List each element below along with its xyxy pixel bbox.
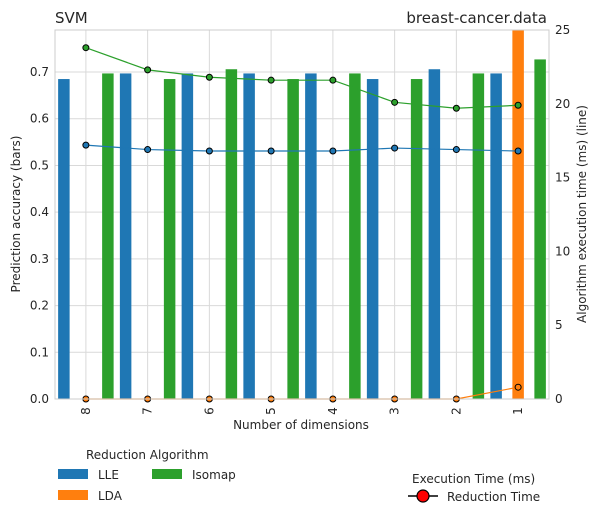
grid — [55, 30, 549, 400]
bar-lda — [512, 30, 524, 399]
legend-execution-time: Execution Time (ms) Reduction Time — [408, 472, 540, 504]
right-y-tick-label: 10 — [555, 244, 570, 258]
x-tick-label: 6 — [202, 407, 216, 415]
bar-lle — [366, 79, 379, 399]
point-lle — [82, 141, 90, 149]
point-lle — [391, 144, 399, 152]
x-tick-label: 4 — [326, 407, 340, 415]
point-isomap — [514, 101, 522, 109]
point-lle — [267, 147, 275, 155]
legend-label-lle: LLE — [98, 468, 119, 482]
left-y-tick-label: 0.5 — [30, 158, 49, 172]
point-isomap — [329, 76, 337, 84]
left-y-axis-label: Prediction accuracy (bars) — [9, 136, 23, 293]
bar-lle — [181, 73, 194, 399]
bar-lle — [58, 79, 70, 399]
legend-left-title: Reduction Algorithm — [86, 448, 209, 462]
legend-label-lda: LDA — [98, 489, 123, 503]
left-y-tick-label: 0.2 — [30, 299, 49, 313]
bar-isomap — [287, 79, 299, 399]
chart-title-left: SVM — [55, 9, 88, 27]
point-lda — [514, 383, 522, 391]
bars — [58, 30, 546, 400]
right-y-axis-label: Algorithm execution time (ms) (line) — [575, 105, 589, 323]
bar-lle — [305, 73, 317, 399]
left-y-tick-label: 0.1 — [30, 345, 49, 359]
x-tick-label: 5 — [264, 407, 278, 415]
right-y-tick-label: 15 — [555, 171, 570, 185]
bar-isomap — [349, 73, 361, 399]
point-isomap — [82, 44, 90, 52]
x-tick-label: 7 — [141, 407, 155, 415]
point-lle — [329, 147, 337, 155]
left-y-tick-label: 0.6 — [30, 112, 49, 126]
bar-isomap — [102, 73, 114, 399]
bar-lle — [119, 73, 132, 399]
bar-isomap — [225, 69, 238, 399]
x-tick-labels: 8 7 6 5 4 3 2 1 — [79, 407, 525, 415]
line-isomap — [85, 47, 519, 109]
bar-isomap — [534, 59, 546, 400]
x-tick-label: 1 — [511, 407, 525, 415]
left-y-tick-labels: 0.0 0.1 0.2 0.3 0.4 0.5 0.6 0.7 — [30, 65, 49, 406]
point-lle — [205, 147, 213, 155]
point-isomap — [391, 98, 399, 106]
bar-isomap — [410, 79, 423, 399]
left-y-tick-label: 0.3 — [30, 252, 49, 266]
legend-label-reduction-time: Reduction Time — [447, 490, 540, 504]
left-y-tick-label: 0.7 — [30, 65, 49, 79]
legend-label-isomap: Isomap — [192, 468, 236, 482]
point-lle — [452, 146, 460, 154]
point-isomap — [452, 104, 460, 112]
x-axis-label: Number of dimensions — [233, 418, 369, 432]
bar-isomap — [472, 73, 485, 399]
right-y-tick-label: 25 — [555, 23, 570, 37]
x-tick-label: 2 — [449, 407, 463, 415]
right-y-tick-label: 5 — [555, 318, 563, 332]
point-lle — [144, 146, 152, 154]
right-y-tick-label: 20 — [555, 97, 570, 111]
point-isomap — [205, 73, 213, 81]
plot-frame — [54, 29, 550, 400]
line-lle — [85, 144, 519, 152]
x-tick-label: 3 — [388, 407, 402, 415]
right-y-tick-labels: 0 5 10 15 20 25 — [555, 23, 570, 406]
bar-isomap — [163, 79, 176, 399]
legend-swatch-lle — [58, 469, 88, 479]
chart-title-right: breast-cancer.data — [406, 9, 547, 27]
left-y-tick-label: 0.0 — [30, 392, 49, 406]
bar-lle — [428, 69, 441, 399]
point-isomap — [267, 76, 275, 84]
legend-right-title: Execution Time (ms) — [412, 472, 535, 486]
legend-swatch-isomap — [152, 469, 182, 479]
x-tick-label: 8 — [79, 407, 93, 415]
point-isomap — [144, 66, 152, 74]
point-lle — [514, 147, 522, 155]
bar-lle — [243, 73, 255, 399]
legend-reduction-algorithm: Reduction Algorithm LLE LDA Isomap — [58, 448, 236, 503]
legend-swatch-lda — [58, 490, 88, 500]
bar-lle — [490, 73, 502, 399]
left-y-tick-label: 0.4 — [30, 205, 49, 219]
right-y-tick-label: 0 — [555, 392, 563, 406]
legend-marker-reduction-time — [416, 489, 430, 503]
